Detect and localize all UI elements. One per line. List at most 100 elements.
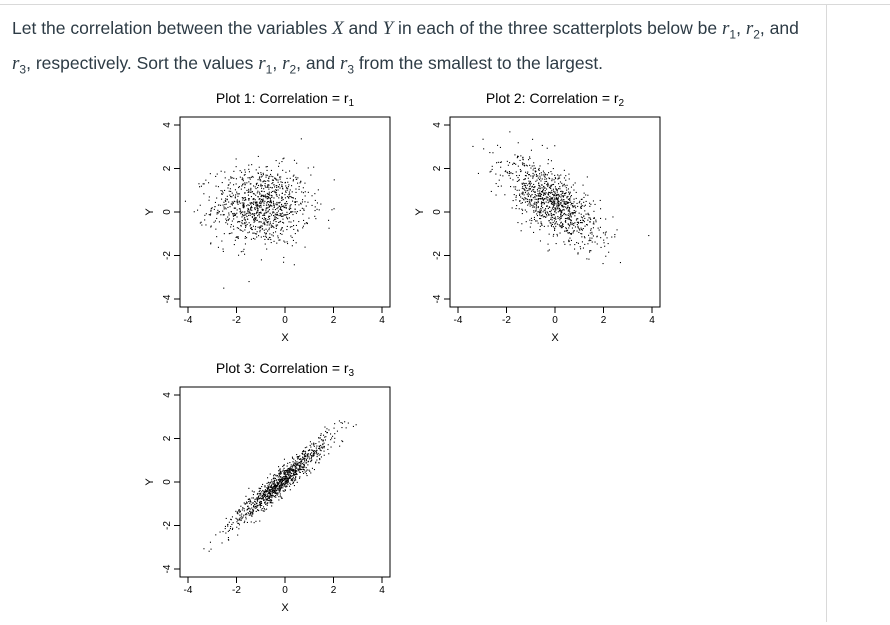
scatter-point	[261, 491, 263, 493]
scatter-point	[310, 458, 312, 460]
scatter-point	[244, 520, 246, 522]
scatter-point	[541, 204, 543, 206]
scatter-point	[268, 495, 270, 497]
scatter-point	[257, 509, 259, 511]
scatter-point	[252, 232, 254, 234]
scatter-point	[267, 222, 269, 224]
scatter-point	[547, 159, 549, 161]
scatter-point	[544, 178, 546, 180]
scatter-point	[552, 206, 554, 208]
scatter-point	[279, 493, 281, 495]
scatter-point	[285, 185, 287, 187]
scatter-point	[268, 206, 270, 208]
scatter-point	[242, 199, 244, 201]
scatter-point	[247, 507, 249, 509]
scatter-point	[280, 484, 282, 486]
scatter-point	[226, 195, 228, 197]
scatter-point	[287, 181, 289, 183]
scatter-point	[256, 236, 258, 238]
scatter-point	[243, 204, 245, 206]
scatter-point	[282, 490, 284, 492]
scatter-point	[279, 485, 281, 487]
scatter-point	[526, 187, 528, 189]
scatter-point	[549, 195, 551, 197]
scatter-point	[230, 526, 232, 528]
scatter-point	[229, 194, 231, 196]
scatter-point	[260, 225, 262, 227]
scatter-point	[540, 203, 542, 205]
scatter-point	[275, 189, 277, 191]
scatter-point	[499, 161, 501, 163]
scatter-point	[546, 205, 548, 207]
scatter-point	[580, 219, 582, 221]
scatter-point	[562, 209, 564, 211]
scatter-point	[260, 203, 262, 205]
scatter-point	[257, 497, 259, 499]
scatter-point	[571, 224, 573, 226]
scatter-point	[274, 209, 276, 211]
scatter-point	[328, 429, 330, 431]
scatter-point	[540, 212, 542, 214]
scatter-point	[237, 195, 239, 197]
scatter-point	[530, 182, 532, 184]
x-axis-label: X	[551, 332, 559, 344]
scatter-point	[554, 209, 556, 211]
scatter-point	[274, 487, 276, 489]
scatter-point	[539, 187, 541, 189]
scatter-point	[291, 245, 293, 247]
scatter-point	[249, 202, 251, 204]
scatter-point	[279, 486, 281, 488]
scatter-point	[265, 174, 267, 176]
scatter-point	[567, 223, 569, 225]
scatter-point	[546, 196, 548, 198]
scatter-point	[568, 232, 570, 234]
scatter-point	[234, 214, 236, 216]
scatter-point	[320, 456, 322, 458]
scatter-point	[266, 490, 268, 492]
scatter-point	[536, 215, 538, 217]
scatter-point	[286, 479, 288, 481]
scatter-point	[289, 475, 291, 477]
scatter-point	[294, 460, 296, 462]
scatter-point	[263, 194, 265, 196]
scatter-point	[243, 197, 245, 199]
scatter-point	[556, 205, 558, 207]
scatter-point	[275, 192, 277, 194]
scatter-point	[322, 444, 324, 446]
scatter-point	[550, 224, 552, 226]
scatter-point	[310, 460, 312, 462]
scatter-point	[267, 491, 269, 493]
scatter-point	[554, 229, 556, 231]
scatter-point	[266, 207, 268, 209]
x-tick-label: 4	[649, 315, 655, 326]
scatter-point	[230, 518, 232, 520]
scatter-point	[520, 155, 522, 157]
scatter-point	[298, 470, 300, 472]
scatter-point	[567, 198, 569, 200]
scatter-point	[276, 186, 278, 188]
plot-frame	[179, 116, 391, 308]
scatter-point	[286, 211, 288, 213]
scatter-point	[254, 217, 256, 219]
scatter-point	[299, 466, 301, 468]
scatter-point	[543, 186, 545, 188]
scatter-point	[530, 217, 532, 219]
scatter-point	[569, 211, 571, 213]
scatter-point	[262, 489, 264, 491]
scatter-point	[264, 223, 266, 225]
scatter-point	[318, 462, 320, 464]
scatter-point	[279, 176, 281, 178]
scatter-point	[279, 187, 281, 189]
scatter-point	[280, 481, 282, 483]
scatter-point	[277, 173, 279, 175]
scatter-point	[301, 452, 303, 454]
scatter-point	[564, 220, 566, 222]
scatter-point	[303, 454, 305, 456]
scatter-point	[560, 211, 562, 213]
scatter-point	[288, 477, 290, 479]
scatter-point	[258, 510, 260, 512]
scatter-point	[239, 211, 241, 213]
scatter-point	[279, 484, 281, 486]
scatter-point	[314, 206, 316, 208]
